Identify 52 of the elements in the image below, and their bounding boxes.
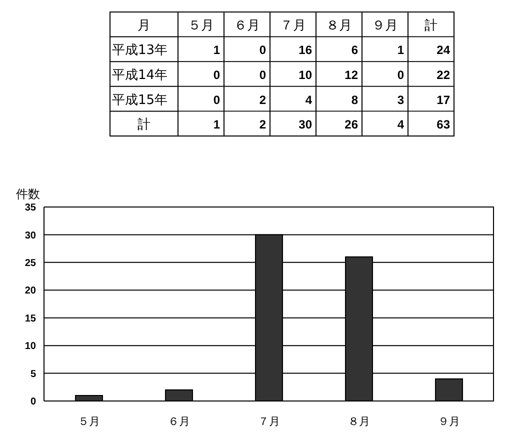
data-label: 6 [351,43,358,58]
x-tick-label: ９月 [372,18,398,34]
data-label: 0 [397,68,404,82]
data-label: 0 [259,43,266,58]
data-label: 63 [436,118,450,132]
data-label: 22 [436,68,450,82]
x-tick-label: ９月 [438,414,460,428]
data-label: 30 [298,118,312,132]
data-label: 2 [259,118,266,132]
x-tick-label: 計 [424,18,438,34]
y-tick-label: 30 [24,230,36,242]
data-label: 12 [344,68,358,82]
data-label: 1 [213,118,220,132]
data-label: 3 [397,92,404,107]
y-tick-label: 20 [24,286,36,297]
x-axis-title: 月 [138,18,150,34]
y-tick-label: 計 [138,118,150,133]
data-label: 1 [213,43,220,58]
y-tick-label: 25 [24,258,36,269]
bar [435,378,463,401]
y-axis-title: 件数 [16,187,40,201]
data-label: 4 [305,92,312,107]
data-label: 17 [436,92,450,107]
y-tick-label: 10 [24,341,36,352]
data-label: 8 [351,92,358,107]
bar [165,389,193,401]
y-tick-label: 平成15年 [112,92,168,108]
x-tick-label: ８月 [348,414,370,428]
data-label: 26 [344,118,358,132]
data-label: 24 [436,43,450,58]
y-tick-label: 35 [24,202,36,214]
x-tick-label: ５月 [188,18,214,34]
y-tick-label: 平成14年 [112,68,168,83]
data-label: 0 [259,68,266,82]
x-tick-label: ７月 [258,414,280,428]
data-label: 4 [397,118,404,132]
y-tick-label: 平成13年 [112,43,168,58]
bar [75,394,103,401]
y-tick-label: 0 [30,396,36,408]
data-label: 2 [259,92,266,107]
x-tick-label: ５月 [78,414,100,428]
data-label: 1 [397,43,404,58]
y-tick-label: 15 [24,313,36,324]
data-label: 16 [298,43,312,58]
data-label: 0 [213,92,220,107]
data-label: 0 [213,68,220,82]
y-tick-label: 5 [30,368,36,380]
data-label: 10 [298,68,312,82]
x-tick-label: ６月 [234,18,260,34]
x-tick-label: ７月 [280,18,306,34]
x-tick-label: ８月 [326,18,352,34]
x-tick-label: ６月 [168,414,190,428]
